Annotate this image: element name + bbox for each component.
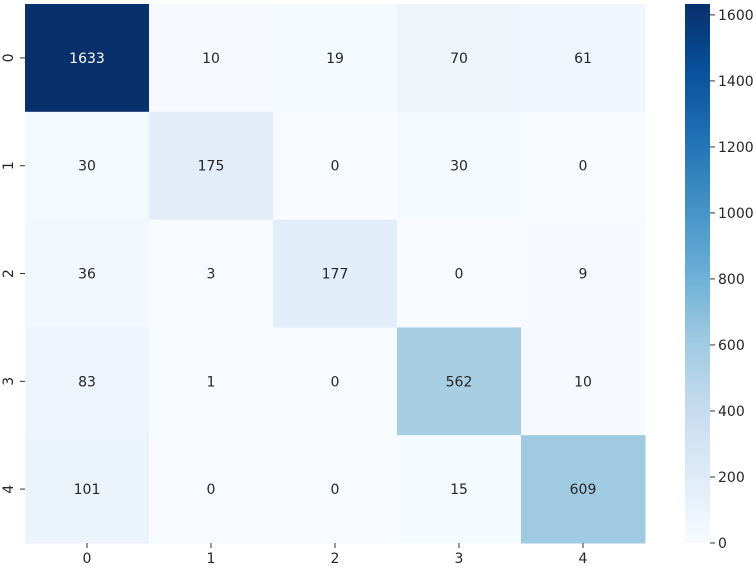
cell-value-r1-c0: 30 — [78, 159, 96, 175]
colorbar-tick-label: 0 — [718, 536, 727, 552]
cell-value-r2-c3: 0 — [455, 267, 464, 283]
heatmap-cell-r1-c2 — [273, 111, 398, 221]
cell-value-r0-c0: 1633 — [69, 51, 105, 67]
colorbar-tick-label: 400 — [718, 404, 745, 420]
cell-value-r1-c4: 0 — [579, 159, 588, 175]
colorbar-tick-label: 200 — [718, 470, 745, 486]
colorbar-gradient — [685, 4, 710, 543]
y-tick-label: 4 — [1, 485, 17, 494]
y-tick-label: 2 — [1, 269, 17, 278]
heatmap-cell-r3-c4 — [521, 327, 646, 436]
cell-value-r3-c3: 562 — [446, 374, 473, 390]
colorbar: 0 200 400 600 800 1000 1200 1400 1600 — [685, 4, 754, 552]
colorbar-tick-label: 1600 — [718, 8, 754, 24]
cell-value-r0-c2: 19 — [326, 51, 344, 67]
heatmap-cell-r1-c1 — [149, 111, 274, 221]
x-tick-label: 3 — [455, 551, 464, 567]
heatmap-cell-r1-c0 — [25, 111, 150, 221]
heatmap-cell-r3-c1 — [149, 327, 274, 436]
cell-value-r4-c3: 15 — [450, 482, 468, 498]
heatmap-cell-r0-c2 — [273, 4, 398, 113]
y-tick-label: 1 — [1, 161, 17, 170]
heatmap-cell-r2-c2 — [273, 219, 398, 328]
heatmap-cell-r3-c0 — [25, 327, 150, 436]
cell-value-r3-c0: 83 — [78, 374, 96, 390]
colorbar-tick-label: 1200 — [718, 140, 754, 156]
cell-value-r4-c2: 0 — [331, 482, 340, 498]
y-tick-label: 3 — [1, 377, 17, 386]
colorbar-tick-label: 1400 — [718, 74, 754, 90]
cell-value-r1-c1: 175 — [198, 159, 225, 175]
heatmap-cell-r3-c3 — [397, 327, 522, 436]
cell-value-r2-c1: 3 — [207, 267, 216, 283]
heatmap-cell-r2-c0 — [25, 219, 150, 328]
heatmap-cell-r3-c2 — [273, 327, 398, 436]
heatmap-cell-r4-c2 — [273, 435, 398, 544]
cell-value-r4-c0: 101 — [74, 482, 101, 498]
heatmap-cell-r0-c4 — [521, 4, 646, 113]
cell-value-r0-c3: 70 — [450, 51, 468, 67]
cell-value-r2-c0: 36 — [78, 267, 96, 283]
cell-value-r3-c1: 1 — [207, 374, 216, 390]
x-tick-label: 0 — [83, 551, 92, 567]
heatmap-cell-r2-c1 — [149, 219, 274, 328]
y-axis: 0 1 2 3 4 — [1, 53, 25, 494]
heatmap-cell-r4-c0 — [25, 435, 150, 544]
colorbar-tick-label: 600 — [718, 338, 745, 354]
colorbar-tick-label: 800 — [718, 272, 745, 288]
heatmap-cell-r0-c1 — [149, 4, 274, 113]
x-tick-label: 1 — [207, 551, 216, 567]
heatmap-cell-r1-c4 — [521, 111, 646, 221]
cell-value-r0-c4: 61 — [574, 51, 592, 67]
heatmap-cell-r2-c3 — [397, 219, 522, 328]
cell-value-r0-c1: 10 — [202, 51, 220, 67]
x-tick-label: 2 — [331, 551, 340, 567]
cell-value-r2-c2: 177 — [322, 267, 349, 283]
cell-value-r3-c4: 10 — [574, 374, 592, 390]
cell-value-r1-c3: 30 — [450, 159, 468, 175]
heatmap-cells — [25, 4, 646, 544]
heatmap-cell-r4-c1 — [149, 435, 274, 544]
heatmap-cell-r4-c3 — [397, 435, 522, 544]
cell-value-r3-c2: 0 — [331, 374, 340, 390]
x-tick-label: 4 — [579, 551, 588, 567]
cell-value-r1-c2: 0 — [331, 159, 340, 175]
y-tick-label: 0 — [1, 53, 17, 62]
cell-value-r2-c4: 9 — [579, 267, 588, 283]
cell-value-r4-c4: 609 — [570, 482, 597, 498]
heatmap-cell-r0-c0 — [25, 4, 150, 113]
cell-value-r4-c1: 0 — [207, 482, 216, 498]
colorbar-tick-label: 1000 — [718, 206, 754, 222]
heatmap-cell-r1-c3 — [397, 111, 522, 221]
heatmap-cell-r2-c4 — [521, 219, 646, 328]
x-axis: 0 1 2 3 4 — [83, 543, 588, 567]
heatmap-cell-r4-c4 — [521, 435, 646, 544]
heatmap-cell-r0-c3 — [397, 4, 522, 113]
